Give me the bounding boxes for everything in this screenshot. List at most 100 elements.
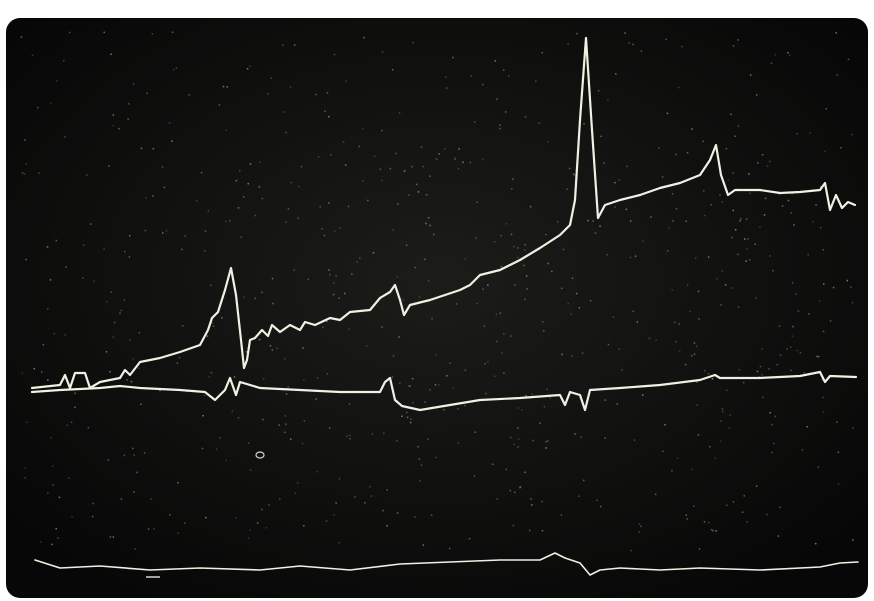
noise-dot bbox=[523, 264, 525, 267]
noise-dot bbox=[356, 261, 358, 263]
noise-dot bbox=[372, 252, 375, 254]
noise-dot bbox=[82, 244, 85, 246]
noise-dot bbox=[779, 506, 781, 509]
noise-dot bbox=[511, 188, 513, 190]
noise-dot bbox=[132, 447, 134, 450]
noise-dot bbox=[138, 332, 141, 334]
noise-dot bbox=[551, 270, 553, 273]
noise-dot bbox=[737, 306, 740, 308]
noise-dot bbox=[801, 449, 804, 451]
noise-dot bbox=[225, 129, 228, 131]
noise-dot bbox=[818, 355, 820, 358]
noise-dot bbox=[501, 352, 503, 354]
noise-dot bbox=[267, 93, 269, 95]
noise-dot bbox=[91, 515, 94, 518]
noise-dot bbox=[285, 393, 288, 395]
noise-dot bbox=[391, 69, 394, 71]
noise-dot bbox=[756, 94, 758, 96]
noise-dot bbox=[821, 379, 824, 381]
noise-dot bbox=[547, 440, 549, 442]
noise-dot bbox=[454, 158, 456, 160]
noise-dot bbox=[697, 434, 700, 436]
noise-dot bbox=[698, 318, 700, 320]
noise-dot bbox=[731, 287, 734, 289]
noise-dot bbox=[769, 255, 771, 257]
noise-dot bbox=[697, 290, 700, 293]
noise-dot bbox=[535, 80, 537, 82]
noise-dot bbox=[721, 270, 724, 272]
noise-dot bbox=[720, 304, 722, 306]
noise-dot bbox=[168, 122, 171, 124]
noise-dot bbox=[294, 492, 297, 494]
noise-dot bbox=[381, 326, 383, 328]
noise-dot bbox=[20, 36, 23, 38]
lower-trace bbox=[34, 552, 859, 576]
noise-dot bbox=[468, 537, 471, 540]
noise-dot bbox=[284, 431, 286, 434]
noise-dot bbox=[504, 111, 507, 113]
noise-dot bbox=[201, 447, 204, 450]
noise-dot bbox=[658, 147, 660, 149]
noise-dot bbox=[402, 298, 404, 301]
noise-dot bbox=[685, 220, 687, 222]
noise-dot bbox=[136, 471, 138, 474]
noise-dot bbox=[710, 204, 712, 206]
noise-dot bbox=[583, 123, 585, 125]
noise-dot bbox=[344, 164, 347, 166]
noise-dot bbox=[344, 292, 346, 295]
noise-dot bbox=[469, 161, 472, 164]
noise-dot bbox=[41, 371, 43, 373]
noise-dot bbox=[93, 280, 95, 282]
noise-dot bbox=[618, 348, 621, 350]
noise-dot bbox=[636, 321, 639, 323]
noise-dot bbox=[282, 44, 284, 46]
noise-dot bbox=[359, 257, 361, 259]
noise-dot bbox=[665, 38, 667, 41]
noise-dot bbox=[120, 309, 122, 312]
noise-dot bbox=[434, 384, 437, 386]
noise-dot bbox=[47, 492, 49, 494]
noise-dot bbox=[796, 133, 798, 135]
noise-dot bbox=[381, 51, 384, 53]
noise-dot bbox=[512, 178, 514, 180]
noise-dot bbox=[715, 530, 717, 532]
noise-dot bbox=[818, 300, 821, 302]
noise-dot bbox=[487, 361, 489, 363]
noise-dot bbox=[693, 353, 696, 355]
noise-dot bbox=[249, 529, 251, 532]
noise-dot bbox=[547, 141, 549, 143]
noise-dot bbox=[151, 33, 154, 35]
noise-dot bbox=[772, 270, 774, 272]
noise-dot bbox=[632, 310, 634, 313]
noise-dot bbox=[225, 220, 227, 223]
noise-dot bbox=[432, 233, 435, 236]
noise-dot bbox=[323, 234, 326, 237]
noise-dot bbox=[332, 293, 335, 296]
noise-dot bbox=[787, 199, 790, 202]
noise-dot bbox=[685, 514, 687, 516]
noise-dot bbox=[183, 522, 186, 524]
noise-dot bbox=[133, 454, 135, 456]
noise-dot bbox=[786, 348, 788, 350]
noise-dot bbox=[397, 203, 399, 205]
noise-dot bbox=[162, 232, 164, 234]
noise-dot bbox=[300, 166, 303, 168]
noise-dot bbox=[449, 362, 451, 364]
noise-dot bbox=[195, 199, 198, 202]
noise-dot bbox=[175, 67, 178, 69]
noise-dot bbox=[422, 165, 424, 168]
noise-dot bbox=[445, 76, 447, 78]
noise-dot bbox=[51, 543, 53, 546]
noise-dot bbox=[438, 384, 440, 386]
noise-dot bbox=[852, 539, 854, 541]
noise-dot bbox=[40, 541, 42, 543]
noise-dot bbox=[333, 514, 335, 516]
noise-dot bbox=[56, 80, 58, 82]
noise-dot bbox=[329, 273, 331, 276]
noise-dot bbox=[103, 31, 105, 34]
noise-dot bbox=[642, 240, 644, 242]
noise-dot bbox=[712, 529, 714, 532]
noise-dot bbox=[438, 153, 440, 155]
noise-dot bbox=[392, 355, 395, 357]
noise-dot bbox=[420, 146, 423, 148]
